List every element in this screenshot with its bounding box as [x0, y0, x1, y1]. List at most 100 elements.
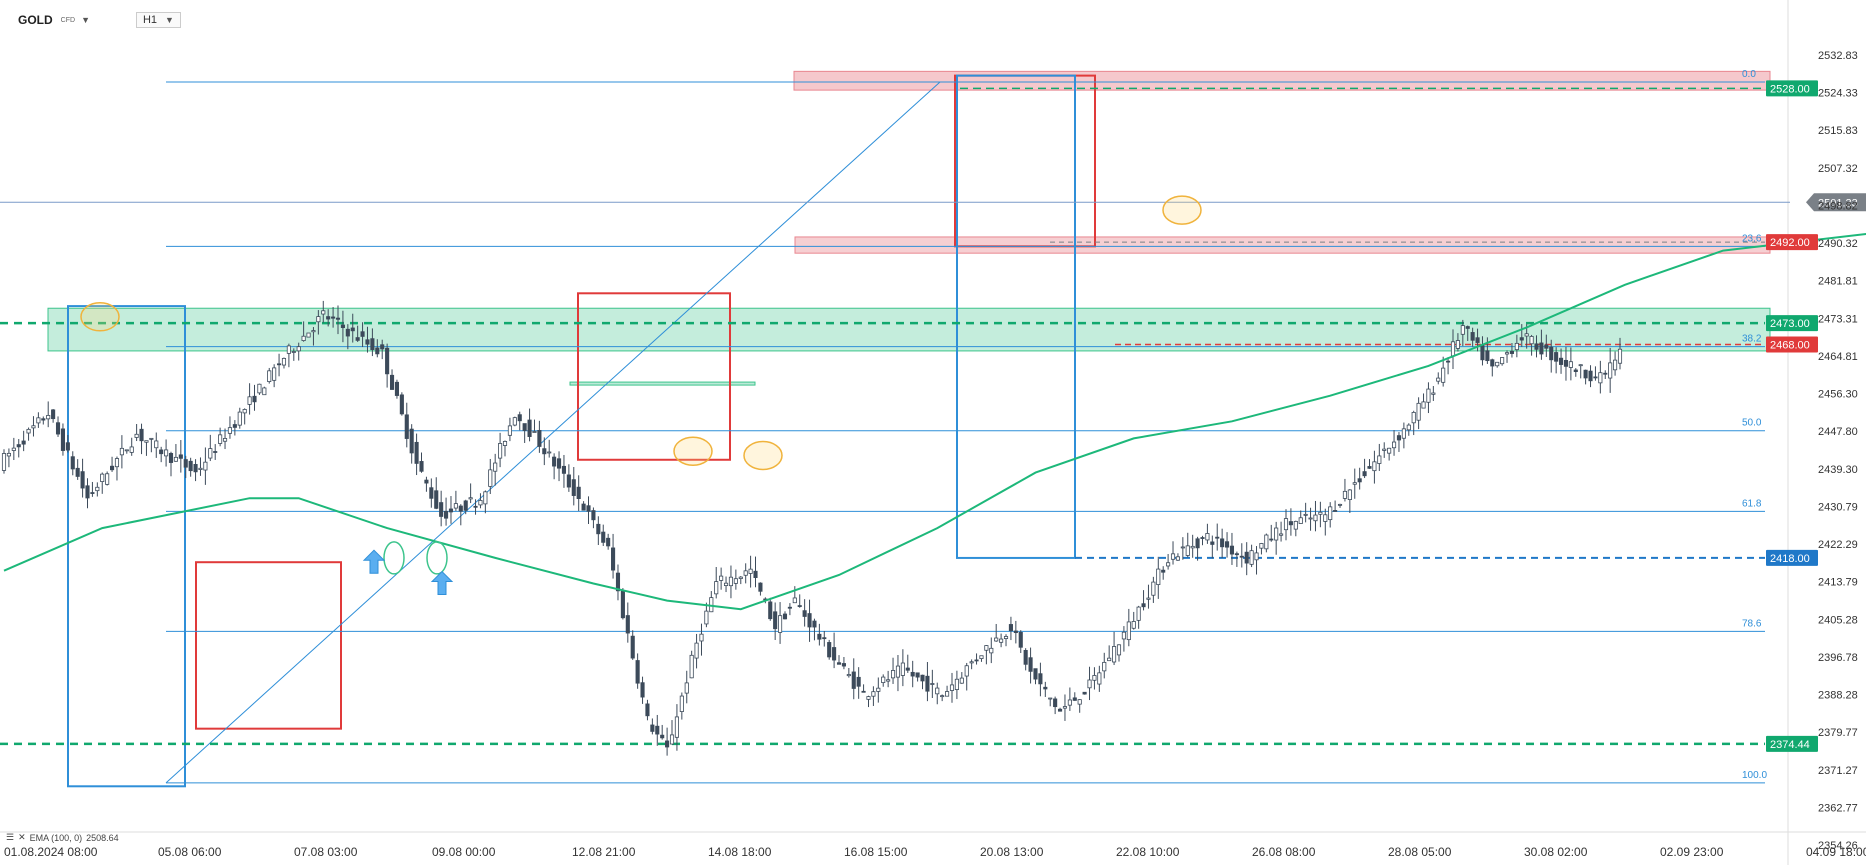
candle — [335, 317, 341, 320]
candle — [1116, 644, 1122, 656]
candle — [193, 464, 198, 473]
candle — [473, 505, 478, 508]
candle — [694, 642, 699, 659]
indicator-settings-icon[interactable]: ☰ — [6, 832, 15, 842]
y-tick-label: 2456.30 — [1818, 389, 1858, 401]
candle — [1048, 697, 1053, 700]
candle — [1613, 359, 1618, 371]
y-tick-label: 2447.80 — [1818, 426, 1858, 438]
candle — [1583, 369, 1588, 379]
candle — [1347, 489, 1352, 501]
candle — [1234, 553, 1239, 556]
candle — [100, 473, 105, 482]
x-tick-label: 26.08 08:00 — [1252, 845, 1316, 859]
highlight-circle — [80, 302, 120, 332]
candle — [114, 458, 120, 468]
candle — [178, 454, 183, 459]
candle — [168, 452, 174, 463]
candle — [1062, 706, 1068, 709]
y-tick-label: 2515.83 — [1818, 125, 1858, 137]
candle — [782, 613, 788, 620]
x-tick-label: 16.08 15:00 — [844, 845, 908, 859]
candle — [55, 422, 61, 435]
candle — [1087, 679, 1092, 689]
candle — [1391, 441, 1397, 449]
candle — [1475, 337, 1480, 343]
candle — [124, 449, 129, 452]
candle — [719, 575, 724, 581]
price-badge-label: 2418.00 — [1770, 553, 1810, 565]
candle — [385, 347, 390, 375]
candle — [1003, 636, 1009, 639]
candle — [527, 419, 532, 437]
candle — [964, 665, 969, 677]
candle — [1485, 350, 1490, 362]
candle — [881, 676, 886, 684]
fib-label: 38.2 — [1742, 334, 1762, 345]
candle — [910, 671, 915, 677]
candle — [1220, 538, 1225, 548]
fib-label: 100.0 — [1742, 770, 1767, 781]
symbol-name[interactable]: GOLD — [18, 13, 53, 27]
candle — [218, 434, 223, 444]
candle — [1401, 428, 1406, 439]
candle — [1519, 337, 1524, 341]
y-tick-label: 2532.83 — [1818, 50, 1858, 62]
symbol-dropdown-icon[interactable]: ▼ — [81, 15, 90, 25]
range-box-red — [577, 292, 731, 461]
ema-line — [3, 233, 1866, 611]
candle — [1333, 510, 1338, 512]
candle — [468, 497, 473, 500]
candle — [326, 316, 331, 320]
candle — [237, 411, 242, 426]
candle — [272, 367, 277, 381]
candle — [1269, 538, 1274, 541]
candle — [532, 431, 537, 433]
candle — [822, 637, 827, 640]
candle — [1416, 402, 1421, 421]
candle — [596, 523, 601, 535]
candle — [871, 691, 876, 697]
candle — [350, 327, 355, 332]
candle — [1072, 697, 1077, 701]
candle — [139, 428, 144, 442]
candle — [1200, 537, 1205, 539]
candle — [1500, 357, 1505, 365]
y-tick-label: 2430.79 — [1818, 501, 1858, 513]
candle — [984, 645, 989, 651]
candle — [1166, 562, 1171, 567]
candle — [768, 601, 773, 620]
indicator-value: 2508.64 — [86, 832, 119, 843]
up-arrow-icon — [362, 549, 386, 574]
candle — [1504, 352, 1510, 355]
candle — [1112, 646, 1117, 663]
x-tick-label: 20.08 13:00 — [980, 845, 1044, 859]
candle — [247, 396, 252, 405]
candle — [1529, 336, 1534, 345]
candle — [1490, 359, 1495, 367]
x-tick-label: 09.08 00:00 — [432, 845, 496, 859]
candle — [375, 347, 380, 355]
candle — [105, 473, 110, 485]
candle — [856, 676, 861, 687]
candle — [1033, 668, 1038, 680]
candle — [41, 418, 46, 421]
candle — [306, 332, 311, 338]
candle — [606, 537, 611, 547]
price-badge — [1766, 315, 1818, 332]
candle — [1455, 340, 1460, 349]
candle — [591, 510, 596, 521]
price-badge-label: 2374.44 — [1770, 739, 1810, 751]
candle — [90, 492, 95, 494]
candle — [655, 725, 660, 735]
timeframe-select[interactable]: H1 ▼ — [135, 12, 181, 28]
candle — [807, 613, 812, 628]
candle — [183, 459, 188, 468]
candle — [1161, 569, 1166, 573]
candle — [1038, 673, 1043, 685]
candle — [979, 655, 984, 659]
candle — [1431, 392, 1436, 395]
indicator-close-icon[interactable]: ✕ — [18, 832, 26, 842]
candle — [463, 500, 468, 511]
